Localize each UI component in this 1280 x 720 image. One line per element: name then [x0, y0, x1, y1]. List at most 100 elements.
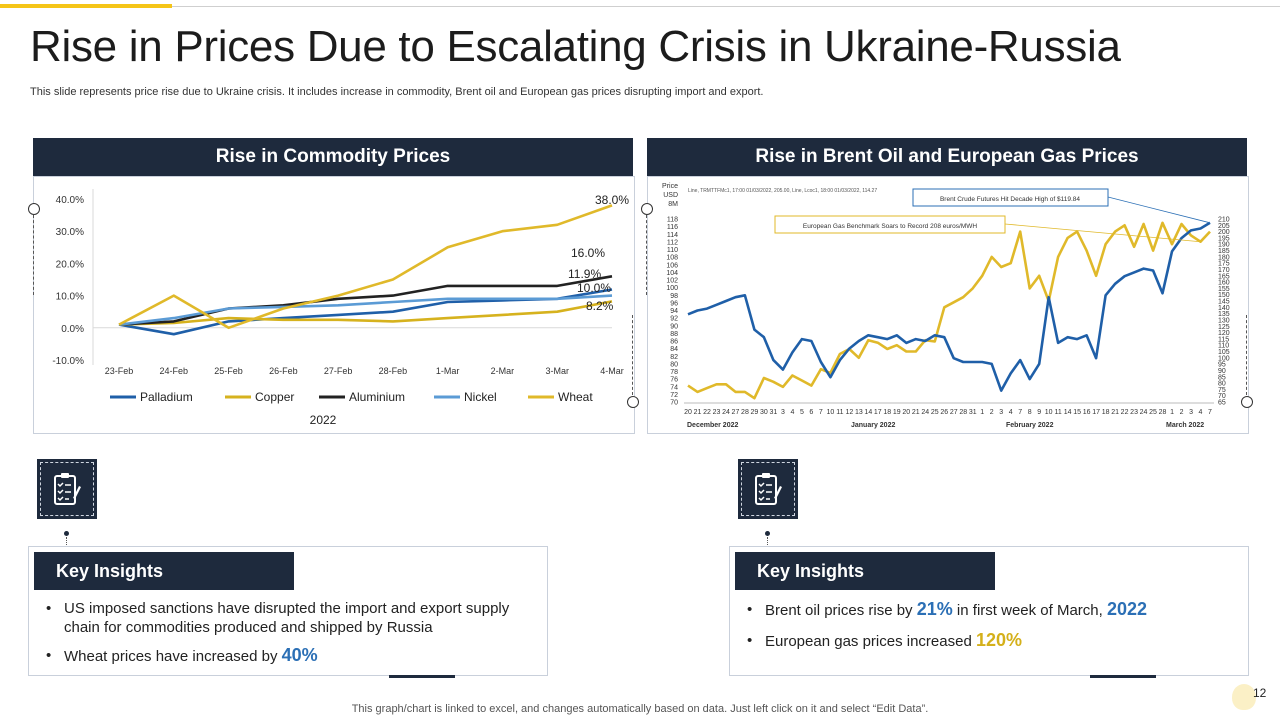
x-day-label: 10: [1045, 409, 1053, 416]
x-day-label: 31: [770, 409, 778, 416]
right-tick-label: 100: [1218, 355, 1230, 362]
right-tick-label: 150: [1218, 292, 1230, 299]
x-day-label: 25: [931, 409, 939, 416]
insight-right-bullet-2-text: European gas prices increased: [765, 633, 976, 650]
x-tick-label: 2-Mar: [491, 366, 515, 376]
series-line-copper[interactable]: [118, 300, 613, 326]
brent-annotation-text: Brent Crude Futures Hit Decade High of $…: [940, 196, 1080, 203]
x-day-label: 1: [1170, 409, 1174, 416]
bullet-marker: •: [747, 632, 753, 649]
resize-handle-left[interactable]: [28, 203, 40, 215]
x-day-label: 9: [1037, 409, 1041, 416]
resize-handle-mid[interactable]: [627, 396, 639, 408]
left-tick-label: 78: [670, 369, 678, 376]
handle-guide-left: [33, 215, 34, 295]
oil-gas-chart-box[interactable]: Price USD 8M Line, TRMTTFMc1, 17:00 01/03/2…: [647, 176, 1249, 434]
oil-gas-panel-title: Rise in Brent Oil and European Gas Price…: [755, 146, 1139, 167]
x-day-label: 13: [855, 409, 863, 416]
insight-heading-left-text: Key Insights: [56, 560, 164, 581]
oil-gas-chart[interactable]: Price USD 8M Line, TRMTTFMc1, 17:00 01/03/2…: [648, 177, 1248, 433]
bullet-marker: •: [46, 647, 52, 664]
x-day-label: 3: [999, 409, 1003, 416]
x-day-label: 21: [1111, 409, 1119, 416]
left-tick-label: 76: [670, 377, 678, 384]
insight-left-bullet-1: • US imposed sanctions have disrupted th…: [46, 599, 524, 637]
y-tick-label: 20.0%: [56, 259, 84, 270]
x-day-label: 11: [836, 409, 843, 416]
series-line-nickel[interactable]: [118, 294, 613, 326]
right-tick-label: 95: [1218, 362, 1226, 369]
commodity-panel-header: Rise in Commodity Prices: [33, 138, 633, 176]
insight-heading-left: Key Insights: [34, 552, 294, 590]
left-tick-label: 84: [670, 346, 678, 353]
x-day-label: 22: [1121, 409, 1129, 416]
series-line-wheat[interactable]: [118, 204, 613, 330]
right-tick-label: 120: [1218, 330, 1230, 337]
right-tick-label: 180: [1218, 254, 1230, 261]
x-tick-label: 26-Feb: [269, 366, 298, 376]
series-line-aluminium[interactable]: [118, 275, 613, 326]
x-day-label: 20: [684, 409, 692, 416]
x-day-label: 4: [790, 409, 794, 416]
insight-right-bullet-1: • Brent oil prices rise by 21% in first …: [747, 599, 1235, 620]
y-tick-label: -10.0%: [52, 356, 84, 367]
right-tick-label: 200: [1218, 229, 1230, 236]
insight-icon-box-right: [738, 459, 798, 519]
x-day-label: 25: [1149, 409, 1157, 416]
left-tick-label: 80: [670, 361, 678, 368]
right-tick-label: 185: [1218, 248, 1230, 255]
bullet-marker: •: [747, 601, 753, 618]
x-day-label: 2: [990, 409, 994, 416]
x-day-label: 4: [1199, 409, 1203, 416]
left-tick-label: 112: [667, 239, 678, 246]
right-tick-label: 130: [1218, 317, 1230, 324]
european-gas-line[interactable]: [687, 221, 1211, 400]
x-tick-label: 24-Feb: [160, 366, 189, 376]
x-day-label: 28: [1159, 409, 1167, 416]
left-tick-label: 82: [670, 354, 678, 361]
bullet-marker: •: [46, 600, 52, 617]
left-axis-title: Price: [662, 183, 678, 190]
brent-oil-line[interactable]: [687, 221, 1211, 392]
right-tick-label: 135: [1218, 311, 1230, 318]
resize-handle-right-bottom[interactable]: [1241, 396, 1253, 408]
left-tick-label: 106: [666, 262, 678, 269]
right-tick-label: 210: [1218, 217, 1230, 224]
x-day-label: 24: [1140, 409, 1148, 416]
x-day-label: 5: [800, 409, 804, 416]
x-day-label: 30: [760, 409, 768, 416]
commodity-chart[interactable]: -10.0% 0.0% 10.0% 20.0% 30.0% 40.0% 23-Feb 24-F…: [34, 177, 634, 433]
right-tick-label: 175: [1218, 261, 1230, 268]
commodity-chart-box[interactable]: -10.0% 0.0% 10.0% 20.0% 30.0% 40.0% 23-Feb 24-F…: [33, 176, 635, 434]
page-number: 12: [1253, 686, 1267, 700]
handle-guide-right-bottom: [1246, 315, 1247, 395]
right-tick-label: 105: [1218, 349, 1230, 356]
legend-label: Palladium: [140, 390, 193, 404]
right-tick-label: 170: [1218, 267, 1230, 274]
x-day-label: 21: [694, 409, 702, 416]
x-day-label: 4: [1009, 409, 1013, 416]
left-tick-label: 100: [666, 285, 678, 292]
right-tick-label: 115: [1218, 336, 1229, 343]
insight-year-value: 2022: [1106, 599, 1148, 619]
page-title: Rise in Prices Due to Escalating Crisis …: [30, 22, 1121, 71]
left-tick-label: 110: [667, 247, 678, 254]
resize-handle-right-top[interactable]: [641, 203, 653, 215]
insight-right-bullet-2: • European gas prices increased 120%: [747, 630, 1235, 651]
x-month-label: January 2022: [851, 422, 895, 429]
gas-increase-value: 120%: [975, 630, 1023, 650]
connector-line-right: [767, 537, 768, 549]
left-tick-label: 90: [670, 323, 678, 330]
y-tick-label: 30.0%: [56, 227, 84, 238]
brent-annotation-leader: [1107, 196, 1211, 224]
right-tick-label: 75: [1218, 387, 1226, 394]
x-day-label: 16: [1083, 409, 1091, 416]
x-day-label: 28: [959, 409, 967, 416]
right-tick-label: 145: [1218, 299, 1230, 306]
card-underbar-left: [389, 675, 455, 678]
wheat-increase-value: 40%: [281, 645, 318, 665]
x-tick-label: 1-Mar: [436, 366, 460, 376]
left-tick-label: 72: [670, 392, 678, 399]
legend-label: Aluminium: [349, 390, 405, 404]
x-day-label: 26: [940, 409, 948, 416]
